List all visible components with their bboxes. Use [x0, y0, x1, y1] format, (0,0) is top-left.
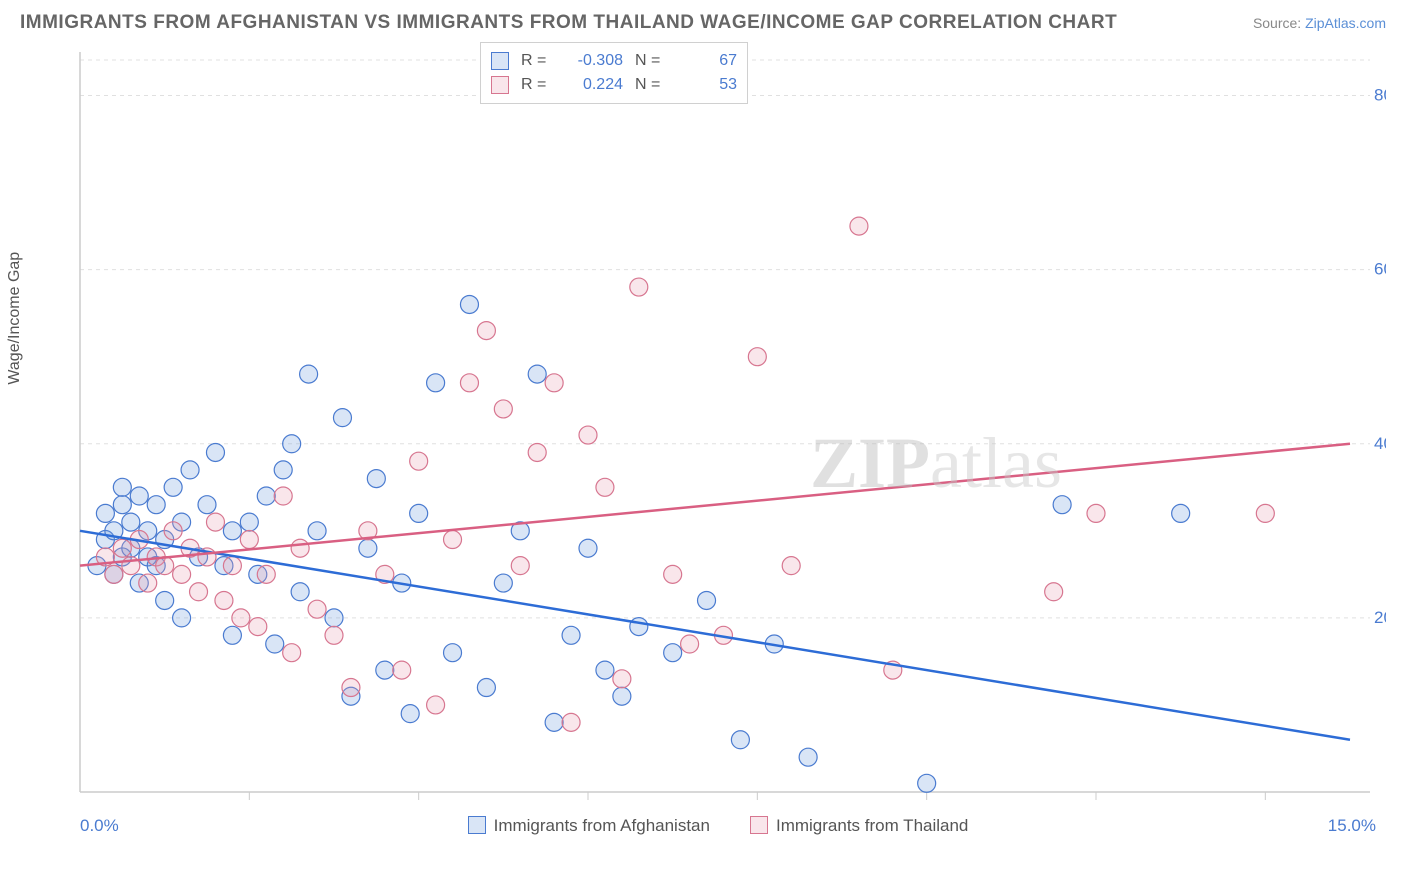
- y-axis-label: Wage/Income Gap: [6, 252, 24, 385]
- legend-n-label: N =: [635, 52, 665, 70]
- legend-r-label: R =: [521, 76, 551, 94]
- legend-swatch: [468, 816, 486, 834]
- legend-n-label: N =: [635, 76, 665, 94]
- legend-row: R = 0.224 N = 53: [491, 73, 737, 97]
- legend-n-value: 67: [677, 52, 737, 70]
- legend-swatch: [491, 52, 509, 70]
- chart-title: IMMIGRANTS FROM AFGHANISTAN VS IMMIGRANT…: [20, 12, 1117, 34]
- legend-swatch: [491, 76, 509, 94]
- svg-text:80.0%: 80.0%: [1374, 86, 1386, 105]
- svg-text:20.0%: 20.0%: [1374, 608, 1386, 627]
- scatter-chart: 20.0% 40.0% 60.0% 80.0%: [50, 42, 1386, 842]
- legend-series-name: Immigrants from Afghanistan: [494, 816, 710, 835]
- legend-swatch: [750, 816, 768, 834]
- legend-row: R = -0.308 N = 67: [491, 49, 737, 73]
- legend-r-value: 0.224: [563, 76, 623, 94]
- legend-n-value: 53: [677, 76, 737, 94]
- correlation-legend: R = -0.308 N = 67 R = 0.224 N = 53: [480, 42, 748, 104]
- legend-r-value: -0.308: [563, 52, 623, 70]
- series-legend: Immigrants from Afghanistan Immigrants fr…: [50, 816, 1386, 836]
- legend-series-item: Immigrants from Thailand: [750, 816, 968, 836]
- source-label: Source:: [1253, 15, 1301, 31]
- chart-container: Wage/Income Gap 20.0%40.0%60.0%80.0% ZIP…: [50, 42, 1386, 842]
- svg-text:40.0%: 40.0%: [1374, 434, 1386, 453]
- source-link[interactable]: ZipAtlas.com: [1305, 15, 1386, 31]
- legend-series-name: Immigrants from Thailand: [776, 816, 968, 835]
- legend-series-item: Immigrants from Afghanistan: [468, 816, 710, 836]
- svg-text:60.0%: 60.0%: [1374, 260, 1386, 279]
- legend-r-label: R =: [521, 52, 551, 70]
- source-attribution: Source: ZipAtlas.com: [1253, 15, 1386, 31]
